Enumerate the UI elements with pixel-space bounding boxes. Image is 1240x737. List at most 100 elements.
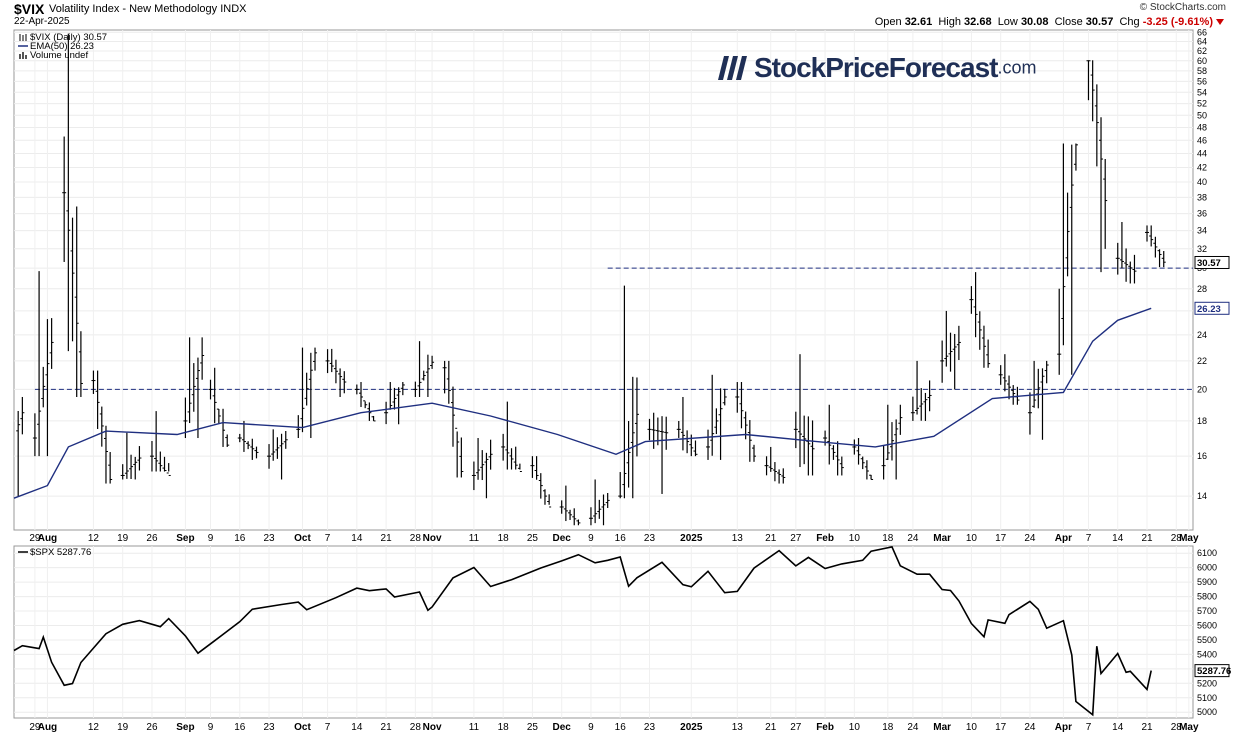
chg-label: Chg <box>1119 16 1140 28</box>
vix-x-tick-label: 10 <box>849 533 861 544</box>
vix-tick-label: 32 <box>1197 244 1207 254</box>
ohlc-bar <box>325 348 347 397</box>
ohlc-bar <box>1145 225 1166 268</box>
vix-tick-label: 50 <box>1197 110 1207 120</box>
ohlc-bar <box>501 401 522 472</box>
vix-x-tick-label: Sep <box>176 533 194 544</box>
spx-x-tick-label: 9 <box>208 722 214 733</box>
symbol: $VIX <box>14 1 45 17</box>
vix-tick-label: 62 <box>1197 46 1207 56</box>
high-label: High <box>938 16 961 28</box>
spx-tick-label: 5000 <box>1197 707 1217 717</box>
ohlc-bar <box>183 337 205 439</box>
vix-x-tick-label: Apr <box>1055 533 1072 544</box>
ohlc-bar <box>823 404 844 476</box>
spx-x-tick-label: 14 <box>1112 722 1124 733</box>
spx-x-tick-label: 7 <box>325 722 331 733</box>
ohlc-bar <box>735 382 757 462</box>
vix-x-tick-label: 18 <box>882 533 894 544</box>
vix-tick-label: 56 <box>1197 76 1207 86</box>
vix-tick-label: 36 <box>1197 209 1207 219</box>
vix-value-tag-text: 30.57 <box>1197 258 1221 269</box>
ohlc-bar <box>149 411 171 476</box>
high-value: 32.68 <box>964 16 992 28</box>
vix-x-tick-label: 13 <box>732 533 744 544</box>
spx-x-tick-label: 21 <box>381 722 393 733</box>
spx-tick-label: 5600 <box>1197 620 1217 630</box>
spx-x-tick-label: 25 <box>527 722 539 733</box>
spx-x-tick-label: 7 <box>1086 722 1092 733</box>
chart-header: $VIX Volatility Index - New Methodology … <box>0 0 1240 28</box>
ohlc-bar <box>267 429 288 480</box>
spx-x-tick-label: 21 <box>765 722 777 733</box>
legend-volume-icon-bar <box>22 52 24 59</box>
legend-volume-icon <box>19 52 27 59</box>
vix-x-tick-label: Feb <box>816 533 834 544</box>
ohlc-bar <box>706 374 727 460</box>
spx-value-tag: 5287.76 <box>1194 664 1231 678</box>
vix-x-tick-label: 10 <box>966 533 978 544</box>
vix-x-tick-label: 19 <box>117 533 129 544</box>
down-arrow-icon <box>1216 19 1224 25</box>
spx-x-tick-label: 10 <box>849 722 861 733</box>
vix-tick-label: 52 <box>1197 99 1207 109</box>
ohlc-bar <box>530 456 552 508</box>
vix-tick-label: 38 <box>1197 192 1207 202</box>
vix-x-tick-label: 26 <box>146 533 158 544</box>
spx-tick-label: 5200 <box>1197 678 1217 688</box>
vix-x-tick-label: 27 <box>790 533 802 544</box>
ohlc-bar <box>32 271 54 457</box>
spx-pane-frame <box>13 545 1194 719</box>
ohlc-bar <box>588 479 610 526</box>
open-value: 32.61 <box>904 16 933 28</box>
chart-date: 22-Apr-2025 <box>14 16 70 27</box>
spx-x-tick-label: 26 <box>146 722 158 733</box>
ema-value-tag-text: 26.23 <box>1197 304 1221 315</box>
vix-tick-label: 54 <box>1197 87 1207 97</box>
spx-x-tick-label: 19 <box>117 722 129 733</box>
exchange: INDX <box>220 3 247 15</box>
vix-x-tick-label: 7 <box>325 533 331 544</box>
spx-x-tick-label: Mar <box>933 722 951 733</box>
legend-bar-icon <box>19 34 27 41</box>
ema-value-tag-box <box>1194 301 1230 315</box>
spx-x-tick-label: Sep <box>176 722 194 733</box>
vix-tick-label: 58 <box>1197 66 1207 76</box>
spx-x-tick-label: 11 <box>469 722 480 733</box>
vix-tick-label: 22 <box>1197 356 1207 366</box>
ohlc-bar <box>16 396 25 497</box>
ohlc-bar <box>413 341 435 397</box>
ohlc-bar <box>647 412 669 494</box>
ohlc-bar <box>471 438 493 499</box>
vix-x-tick-label: 12 <box>88 533 100 544</box>
ohlc-bar <box>208 367 230 447</box>
ohlc-bar <box>910 360 932 421</box>
legend-label: Volume undef <box>30 50 88 61</box>
ohlc-bar <box>1057 143 1078 375</box>
vix-x-tick-label: Dec <box>553 533 572 544</box>
legend-label: $SPX 5287.76 <box>30 547 91 558</box>
ema50-line <box>13 307 1152 499</box>
vix-tick-label: 24 <box>1197 330 1207 340</box>
ema-value-tag: 26.23 <box>1194 301 1230 315</box>
open-label: Open <box>874 16 902 28</box>
vix-x-tick-label: 24 <box>907 533 919 544</box>
ohlc-bar <box>120 432 142 480</box>
legend-label: $VIX (Daily) 30.57 <box>30 32 107 43</box>
spx-line <box>13 545 1152 717</box>
vix-value-tag-box <box>1194 255 1230 269</box>
spx-tick-label: 5400 <box>1197 649 1217 659</box>
source-credit[interactable]: © StockCharts.com <box>1139 2 1226 13</box>
spx-x-tick-label: 28 <box>1171 722 1183 733</box>
vix-pane-frame <box>13 29 1194 531</box>
spx-x-tick-label: 23 <box>263 722 275 733</box>
spx-x-tick-label: Dec <box>553 722 572 733</box>
vix-tick-label: 42 <box>1197 162 1207 172</box>
logo-suffix: .com <box>997 57 1037 78</box>
legend-label: EMA(50) 26.23 <box>30 41 94 52</box>
watermark-logo: StockPriceForecast.com <box>718 52 1036 84</box>
spx-tick-label: 5800 <box>1197 592 1217 602</box>
vix-x-tick-label: 2025 <box>680 533 703 544</box>
spx-x-tick-label: 24 <box>1024 722 1036 733</box>
ohlc-bar <box>559 485 581 526</box>
